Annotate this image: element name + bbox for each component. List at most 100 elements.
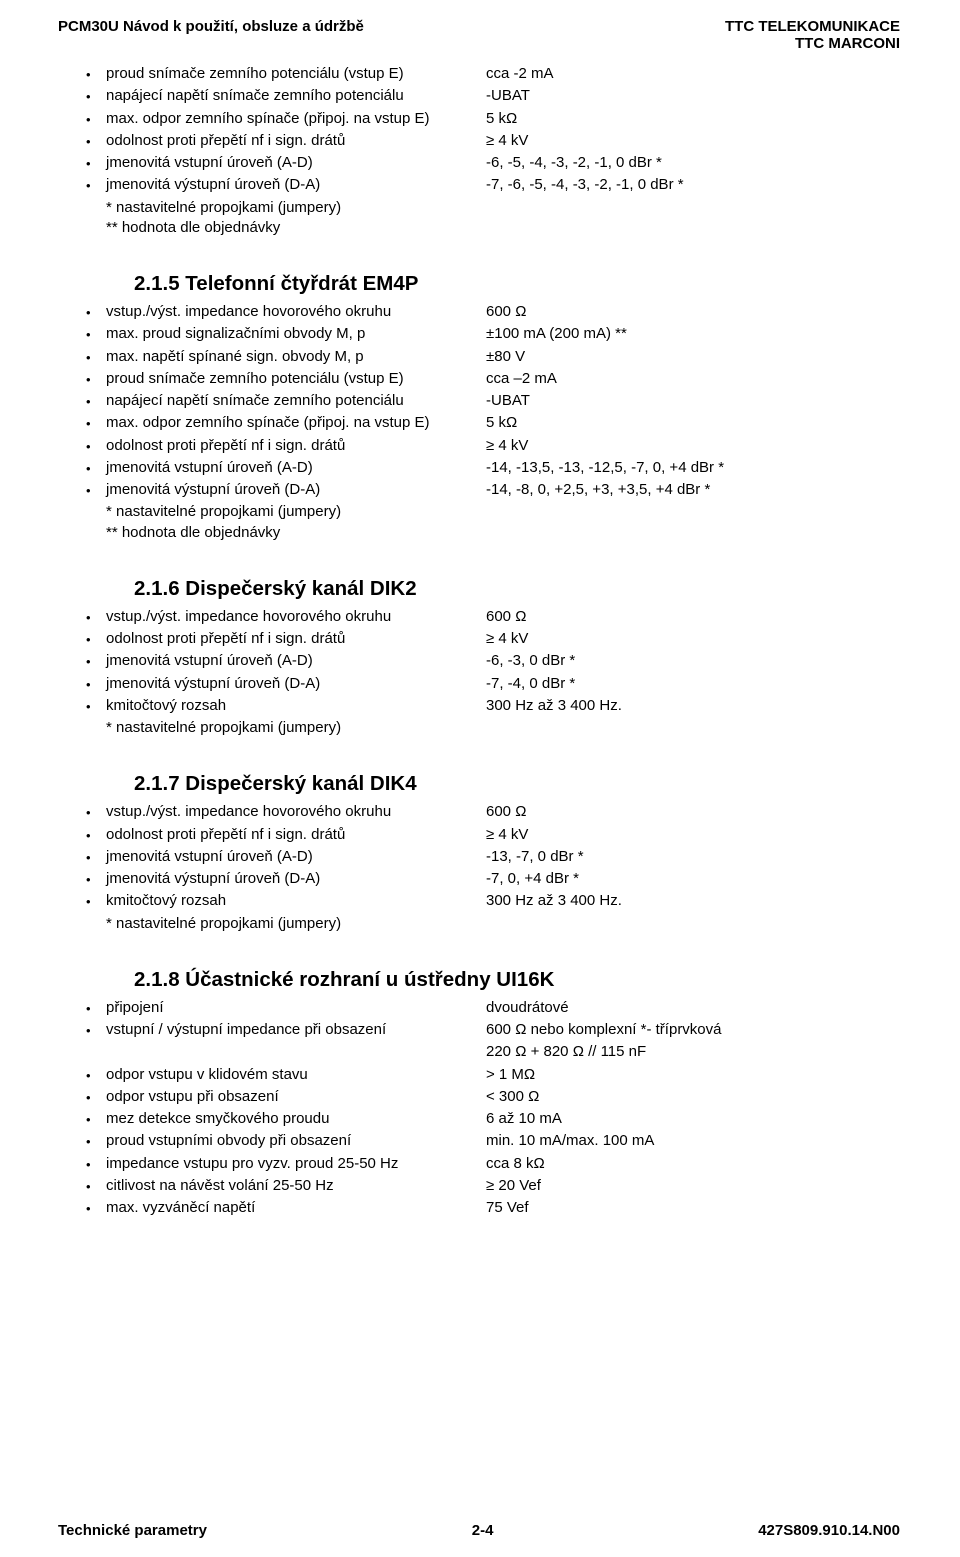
bullet-icon: • xyxy=(86,1198,106,1218)
bullet-icon: • xyxy=(86,109,106,129)
spec-row: •jmenovitá vstupní úroveň (A-D)-6, -5, -… xyxy=(86,153,900,173)
spec-row: •odpor vstupu při obsazení< 300 Ω xyxy=(86,1087,900,1107)
spec-value: -UBAT xyxy=(486,391,900,411)
spec-value: 300 Hz až 3 400 Hz. xyxy=(486,891,900,911)
spec-value: -7, 0, +4 dBr * xyxy=(486,869,900,889)
spec-value: > 1 MΩ xyxy=(486,1065,900,1085)
spec-value: < 300 Ω xyxy=(486,1087,900,1107)
spec-value: -UBAT xyxy=(486,86,900,106)
bullet-icon: • xyxy=(86,302,106,322)
bullet-icon: • xyxy=(86,131,106,151)
note-line: * nastavitelné propojkami (jumpery) xyxy=(106,198,900,218)
header-right-2: TTC MARCONI xyxy=(725,35,900,52)
spec-label: jmenovitá vstupní úroveň (A-D) xyxy=(106,458,486,478)
spec-label: vstup./výst. impedance hovorového okruhu xyxy=(106,302,486,322)
spec-label: jmenovitá výstupní úroveň (D-A) xyxy=(106,869,486,889)
spec-row: •jmenovitá výstupní úroveň (D-A)-14, -8,… xyxy=(86,480,900,500)
spec-label: jmenovitá vstupní úroveň (A-D) xyxy=(106,651,486,671)
spec-row: •proud snímače zemního potenciálu (vstup… xyxy=(86,369,900,389)
spec-label: proud snímače zemního potenciálu (vstup … xyxy=(106,64,486,84)
section-title: 2.1.6 Dispečerský kanál DIK2 xyxy=(134,577,900,601)
note-line: * nastavitelné propojkami (jumpery) xyxy=(106,502,900,522)
bullet-icon: • xyxy=(86,436,106,456)
spec-row: •odolnost proti přepětí nf i sign. drátů… xyxy=(86,436,900,456)
spec-label: jmenovitá vstupní úroveň (A-D) xyxy=(106,153,486,173)
spec-value: 75 Vef xyxy=(486,1198,900,1218)
spec-label: proud snímače zemního potenciálu (vstup … xyxy=(106,369,486,389)
spec-label: max. odpor zemního spínače (připoj. na v… xyxy=(106,413,486,433)
spec-label: odolnost proti přepětí nf i sign. drátů xyxy=(106,436,486,456)
section: • proud snímače zemního potenciálu (vstup… xyxy=(58,64,900,238)
bullet-icon: • xyxy=(86,1154,106,1174)
spec-value: -6, -3, 0 dBr * xyxy=(486,651,900,671)
spec-label: odpor vstupu při obsazení xyxy=(106,1087,486,1107)
spec-label: max. odpor zemního spínače (připoj. na v… xyxy=(106,109,486,129)
spec-label: max. proud signalizačními obvody M, p xyxy=(106,324,486,344)
spec-row: •odolnost proti přepětí nf i sign. drátů… xyxy=(86,131,900,151)
header-left: PCM30U Návod k použití, obsluze a údržbě xyxy=(58,18,364,52)
spec-row: •max. proud signalizačními obvody M, p±1… xyxy=(86,324,900,344)
note-line: * nastavitelné propojkami (jumpery) xyxy=(106,718,900,738)
spec-label: kmitočtový rozsah xyxy=(106,696,486,716)
bullet-icon: • xyxy=(86,391,106,411)
spec-row: •proud snímače zemního potenciálu (vstup… xyxy=(86,64,900,84)
section: 2.1.6 Dispečerský kanál DIK2 •vstup./výst… xyxy=(58,577,900,739)
bullet-icon: • xyxy=(86,175,106,195)
spec-value: -13, -7, 0 dBr * xyxy=(486,847,900,867)
spec-label: impedance vstupu pro vyzv. proud 25-50 H… xyxy=(106,1154,486,1174)
spec-label: jmenovitá výstupní úroveň (D-A) xyxy=(106,480,486,500)
spec-label: odpor vstupu v klidovém stavu xyxy=(106,1065,486,1085)
bullet-icon: • xyxy=(86,480,106,500)
bullet-icon: • xyxy=(86,825,106,845)
footer-right: 427S809.910.14.N00 xyxy=(758,1522,900,1539)
spec-value: ±100 mA (200 mA) ** xyxy=(486,324,900,344)
spec-label: napájecí napětí snímače zemního potenciá… xyxy=(106,391,486,411)
spec-row: •připojenídvoudrátové xyxy=(86,998,900,1018)
spec-row: •proud vstupními obvody při obsazení min… xyxy=(86,1131,900,1151)
spec-row: •odolnost proti přepětí nf i sign. drátů… xyxy=(86,825,900,845)
spec-value: 600 Ω xyxy=(486,607,900,627)
bullet-icon: • xyxy=(86,324,106,344)
spec-row: •max. odpor zemního spínače (připoj. na … xyxy=(86,109,900,129)
spec-value: 600 Ω xyxy=(486,302,900,322)
spec-value: ≥ 4 kV xyxy=(486,436,900,456)
spec-row: •jmenovitá výstupní úroveň (D-A)-7, -4, … xyxy=(86,674,900,694)
spec-row: •vstup./výst. impedance hovorového okruh… xyxy=(86,607,900,627)
spec-row: •napájecí napětí snímače zemního potenci… xyxy=(86,391,900,411)
spec-value: cca -2 mA xyxy=(486,64,900,84)
spec-row: •citlivost na návěst volání 25-50 Hz≥ 20… xyxy=(86,1176,900,1196)
spec-row: •max. odpor zemního spínače (připoj. na … xyxy=(86,413,900,433)
page-content: •proud snímače zemního potenciálu (vstup… xyxy=(58,52,900,1522)
bullet-icon: • xyxy=(86,651,106,671)
spec-value: -14, -8, 0, +2,5, +3, +3,5, +4 dBr * xyxy=(486,480,900,500)
section: 2.1.5 Telefonní čtyřdrát EM4P•vstup./výs… xyxy=(58,272,900,543)
bullet-icon: • xyxy=(86,629,106,649)
bullet-icon: • xyxy=(86,153,106,173)
spec-label: připojení xyxy=(106,998,486,1018)
spec-value: min. 10 mA/max. 100 mA xyxy=(486,1131,900,1151)
spec-row: •odpor vstupu v klidovém stavu> 1 MΩ xyxy=(86,1065,900,1085)
bullet-icon: • xyxy=(86,869,106,889)
bullet-icon: • xyxy=(86,674,106,694)
spec-value: 6 až 10 mA xyxy=(486,1109,900,1129)
spec-label: odolnost proti přepětí nf i sign. drátů xyxy=(106,825,486,845)
spec-list: •vstup./výst. impedance hovorového okruh… xyxy=(86,607,900,716)
section-title: 2.1.5 Telefonní čtyřdrát EM4P xyxy=(134,272,900,296)
spec-value: 600 Ω nebo komplexní *- tříprvková xyxy=(486,1020,900,1040)
bullet-icon: • xyxy=(86,369,106,389)
spec-label: jmenovitá výstupní úroveň (D-A) xyxy=(106,175,486,195)
bullet-icon: • xyxy=(86,1087,106,1107)
spec-row: •kmitočtový rozsah300 Hz až 3 400 Hz. xyxy=(86,696,900,716)
note-line: ** hodnota dle objednávky xyxy=(106,523,900,543)
spec-label: odolnost proti přepětí nf i sign. drátů xyxy=(106,629,486,649)
spec-value: -7, -4, 0 dBr * xyxy=(486,674,900,694)
page-footer: Technické parametry 2-4 427S809.910.14.N… xyxy=(58,1522,900,1539)
spec-value: cca –2 mA xyxy=(486,369,900,389)
spec-row: •napájecí napětí snímače zemního potenci… xyxy=(86,86,900,106)
spec-row: •vstup./výst. impedance hovorového okruh… xyxy=(86,302,900,322)
spec-value: ≥ 4 kV xyxy=(486,629,900,649)
spec-list: •vstup./výst. impedance hovorového okruh… xyxy=(86,302,900,500)
spec-label: proud vstupními obvody při obsazení xyxy=(106,1131,486,1151)
bullet-icon: • xyxy=(86,1109,106,1129)
spec-row: •vstupní / výstupní impedance při obsaze… xyxy=(86,1020,900,1040)
